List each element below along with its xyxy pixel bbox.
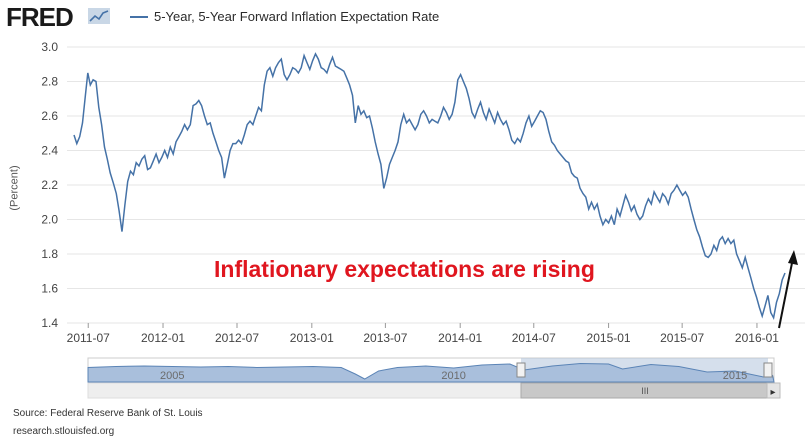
navigator-year-labels: 2005 2010 2015	[160, 370, 747, 382]
x-tick-label: 2015-01	[587, 331, 631, 345]
fred-logo[interactable]: FRED	[6, 2, 74, 32]
x-tick-labels: 2011-07 2012-01 2012-07 2013-01 2013-07 2014-…	[67, 323, 779, 345]
y-tick-label: 1.6	[41, 282, 58, 296]
annotation-text: Inflationary expectations are rising	[214, 256, 595, 282]
navigator-handle-left[interactable]	[516, 362, 526, 378]
site-link[interactable]: research.stlouisfed.org	[13, 426, 115, 437]
source-text: Source: Federal Reserve Bank of St. Loui…	[13, 408, 203, 419]
x-tick-label: 2016-01	[735, 331, 779, 345]
y-tick-label: 2.4	[41, 144, 58, 158]
navigator-year-label: 2005	[160, 370, 184, 382]
series-line	[73, 52, 786, 321]
x-tick-label: 2013-01	[290, 331, 334, 345]
legend-label: 5-Year, 5-Year Forward Inflation Expecta…	[154, 9, 440, 24]
x-tick-label: 2012-01	[141, 331, 185, 345]
y-tick-label: 3.0	[41, 40, 58, 54]
navigator-year-label: 2010	[441, 370, 465, 382]
y-tick-labels: 1.4 1.6 1.8 2.0 2.2 2.4 2.6 2.8 3.0	[41, 40, 58, 330]
x-tick-label: 2015-07	[660, 331, 704, 345]
x-tick-label: 2014-07	[512, 331, 556, 345]
y-tick-label: 2.8	[41, 75, 58, 89]
fred-logo-chart-icon	[88, 8, 110, 24]
rising-arrow-shaft	[778, 257, 794, 329]
navigator-year-label: 2015	[723, 370, 747, 382]
rising-arrow-head-icon	[788, 250, 798, 265]
y-tick-label: 2.6	[41, 109, 58, 123]
legend-swatch	[130, 15, 148, 18]
y-tick-label: 2.0	[41, 213, 58, 227]
x-tick-label: 2013-07	[363, 331, 407, 345]
chart-legend[interactable]: 5-Year, 5-Year Forward Inflation Expecta…	[130, 9, 439, 24]
navigator-handle-right[interactable]	[763, 362, 773, 378]
x-tick-label: 2014-01	[438, 331, 482, 345]
scrollbar-right-arrow-icon: ▸	[770, 387, 775, 398]
grid-layer	[67, 46, 805, 324]
scrollbar-right-button[interactable]	[766, 382, 781, 399]
navigator-area	[87, 362, 775, 383]
x-tick-label: 2011-07	[67, 331, 110, 345]
y-tick-label: 2.2	[41, 178, 58, 192]
x-tick-label: 2012-07	[215, 331, 259, 345]
y-tick-label: 1.4	[41, 316, 58, 330]
scrollbar-thumb-grip: III	[641, 386, 649, 396]
y-tick-label: 1.8	[41, 247, 58, 261]
line-chart[interactable]: 1.4 1.6 1.8 2.0 2.2 2.4 2.6 2.8 3.0 2011-07 2012-…	[0, 0, 805, 405]
